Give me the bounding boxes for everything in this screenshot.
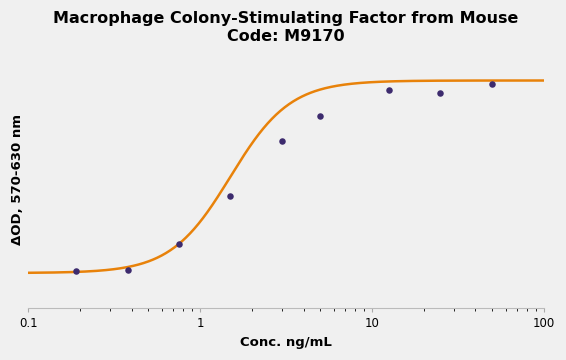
Point (384, 87, 393, 93)
Point (174, 241, 183, 247)
Title: Macrophage Colony-Stimulating Factor from Mouse
Code: M9170: Macrophage Colony-Stimulating Factor fro… (53, 11, 518, 44)
Y-axis label: ΔOD, 570-630 nm: ΔOD, 570-630 nm (11, 114, 24, 246)
Point (487, 81, 496, 87)
Point (123, 267, 132, 273)
Point (316, 113, 325, 119)
Point (436, 90, 445, 96)
Point (277, 139, 286, 144)
X-axis label: Conc. ng/mL: Conc. ng/mL (240, 336, 332, 349)
Point (72, 269, 81, 274)
Point (226, 193, 235, 199)
